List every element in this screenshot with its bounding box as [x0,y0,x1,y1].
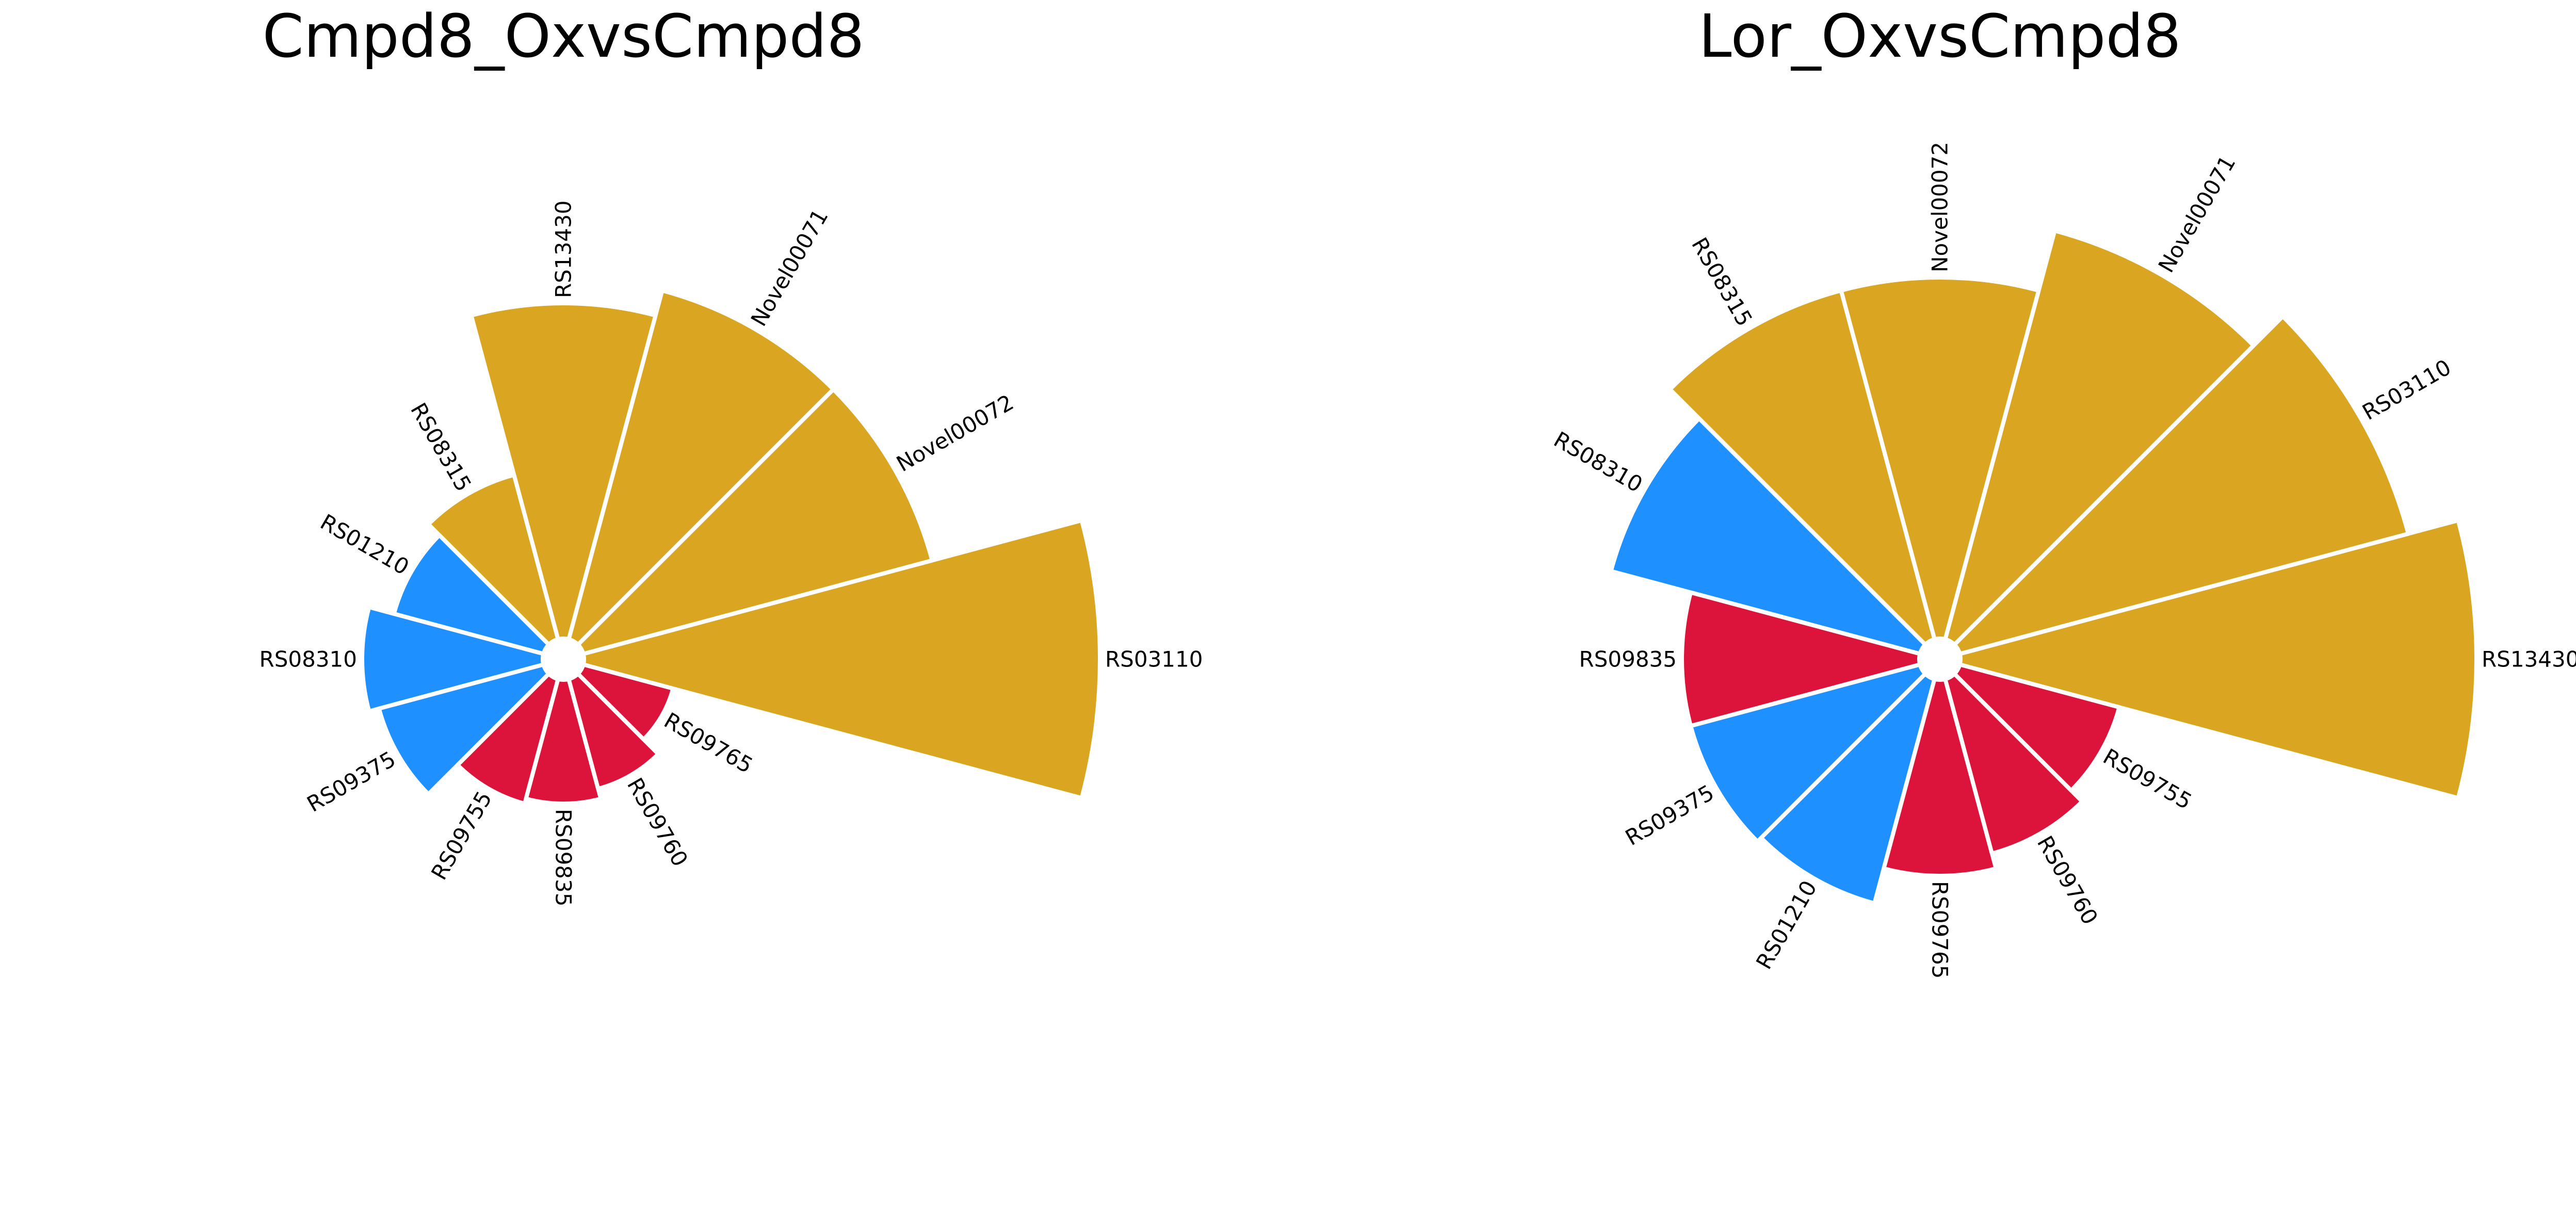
bar-label-rs08310: RS08310 [260,647,357,672]
bar-label-novel00071: Novel00071 [2153,151,2241,277]
bar-label-rs09835: RS09835 [551,809,576,906]
chart-title-left: Cmpd8_OxvsCmpd8 [262,2,864,71]
bar-label-rs09760: RS09760 [622,774,693,871]
chart-title-right: Lor_OxvsCmpd8 [1698,2,2181,71]
polar-chart-right: Lor_OxvsCmpd8 RS13430 RS03110 Novel00071 No… [1549,2,2576,978]
bar-label-rs09765: RS09765 [660,708,757,778]
bar-label-rs09375: RS09375 [303,746,400,817]
bar-label-rs09755: RS09755 [2099,744,2196,814]
bar-label-rs08310: RS08310 [1549,427,1647,497]
bar-label-novel00071: Novel00071 [746,205,833,331]
polar-chart-left: Cmpd8_OxvsCmpd8 RS03110 Novel00072 Novel00… [260,2,1203,906]
bar-label-rs13430: RS13430 [2482,647,2576,672]
bars-left [360,288,1102,806]
bar-label-rs01210: RS01210 [316,509,414,580]
bars-right [1609,229,2478,906]
bar-label-rs09755: RS09755 [426,787,497,885]
bar-label-rs09765: RS09765 [1927,881,1953,978]
center-hole-right [1919,639,1961,680]
bar-label-rs01210: RS01210 [1751,876,1822,974]
bar-label-rs09375: RS09375 [1621,780,1719,851]
bar-label-novel00072: Novel00072 [892,389,1018,477]
bar-label-rs03110: RS03110 [2358,354,2455,425]
bar-label-rs09835: RS09835 [1579,647,1677,672]
bar-label-rs09760: RS09760 [2032,831,2103,929]
bar-label-rs08315: RS08315 [1687,233,1757,331]
bar-label-novel00072: Novel00072 [1927,142,1953,272]
bar-rs01210 [1759,672,1937,906]
bar-label-rs13430: RS13430 [551,201,576,298]
bar-label-rs03110: RS03110 [1105,647,1203,672]
center-hole-left [543,639,584,680]
bar-label-rs08315: RS08315 [406,399,476,496]
